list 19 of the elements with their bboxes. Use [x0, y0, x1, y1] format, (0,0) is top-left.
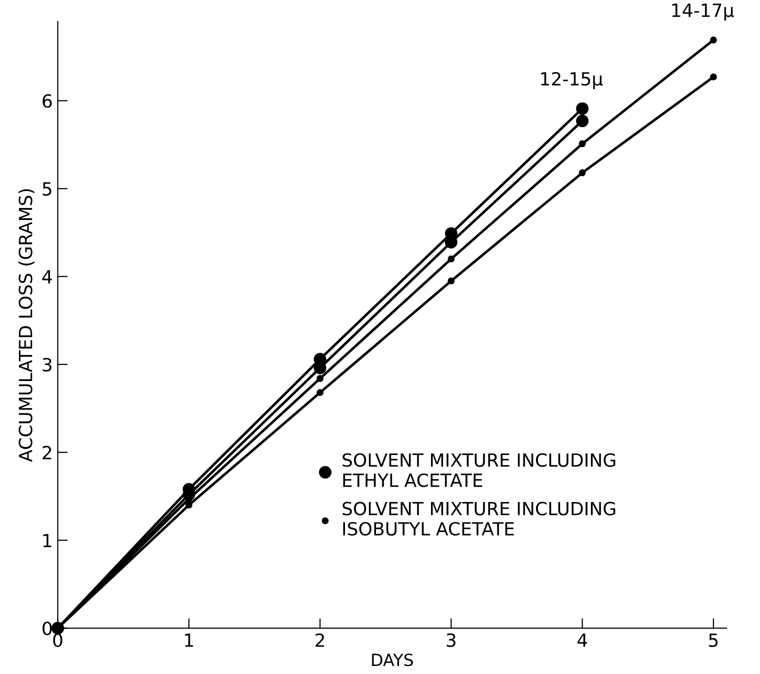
legend-label: SOLVENT MIXTURE INCLUDING ISOBUTYL ACETATE [342, 502, 616, 536]
annotation: 12-15μ [541, 72, 603, 90]
x-tick-label: 0 [53, 633, 62, 648]
x-tick-label: 4 [577, 634, 588, 647]
y-tick-label: 4 [42, 270, 52, 284]
y-tick-label: 6 [42, 94, 52, 108]
y-tick-label: 1 [43, 534, 52, 548]
y-tick-label: 5 [42, 182, 52, 196]
annotation: 14-17μ [672, 4, 734, 21]
y-tick-label: 3 [42, 358, 52, 372]
x-tick-label: 2 [316, 633, 324, 647]
y-tick-label: 2 [42, 446, 52, 460]
x-tick-label: 5 [709, 634, 718, 648]
x-tick-label: 3 [446, 633, 456, 648]
x-tick-label: 1 [185, 634, 193, 647]
legend-label: SOLVENT MIXTURE INCLUDING ETHYL ACETATE [342, 453, 616, 488]
y-tick-label: 0 [42, 622, 52, 636]
x-axis-title: DAYS [372, 654, 413, 666]
y-axis-title: ACCUMULATED LOSS (GRAMS) [18, 189, 34, 462]
